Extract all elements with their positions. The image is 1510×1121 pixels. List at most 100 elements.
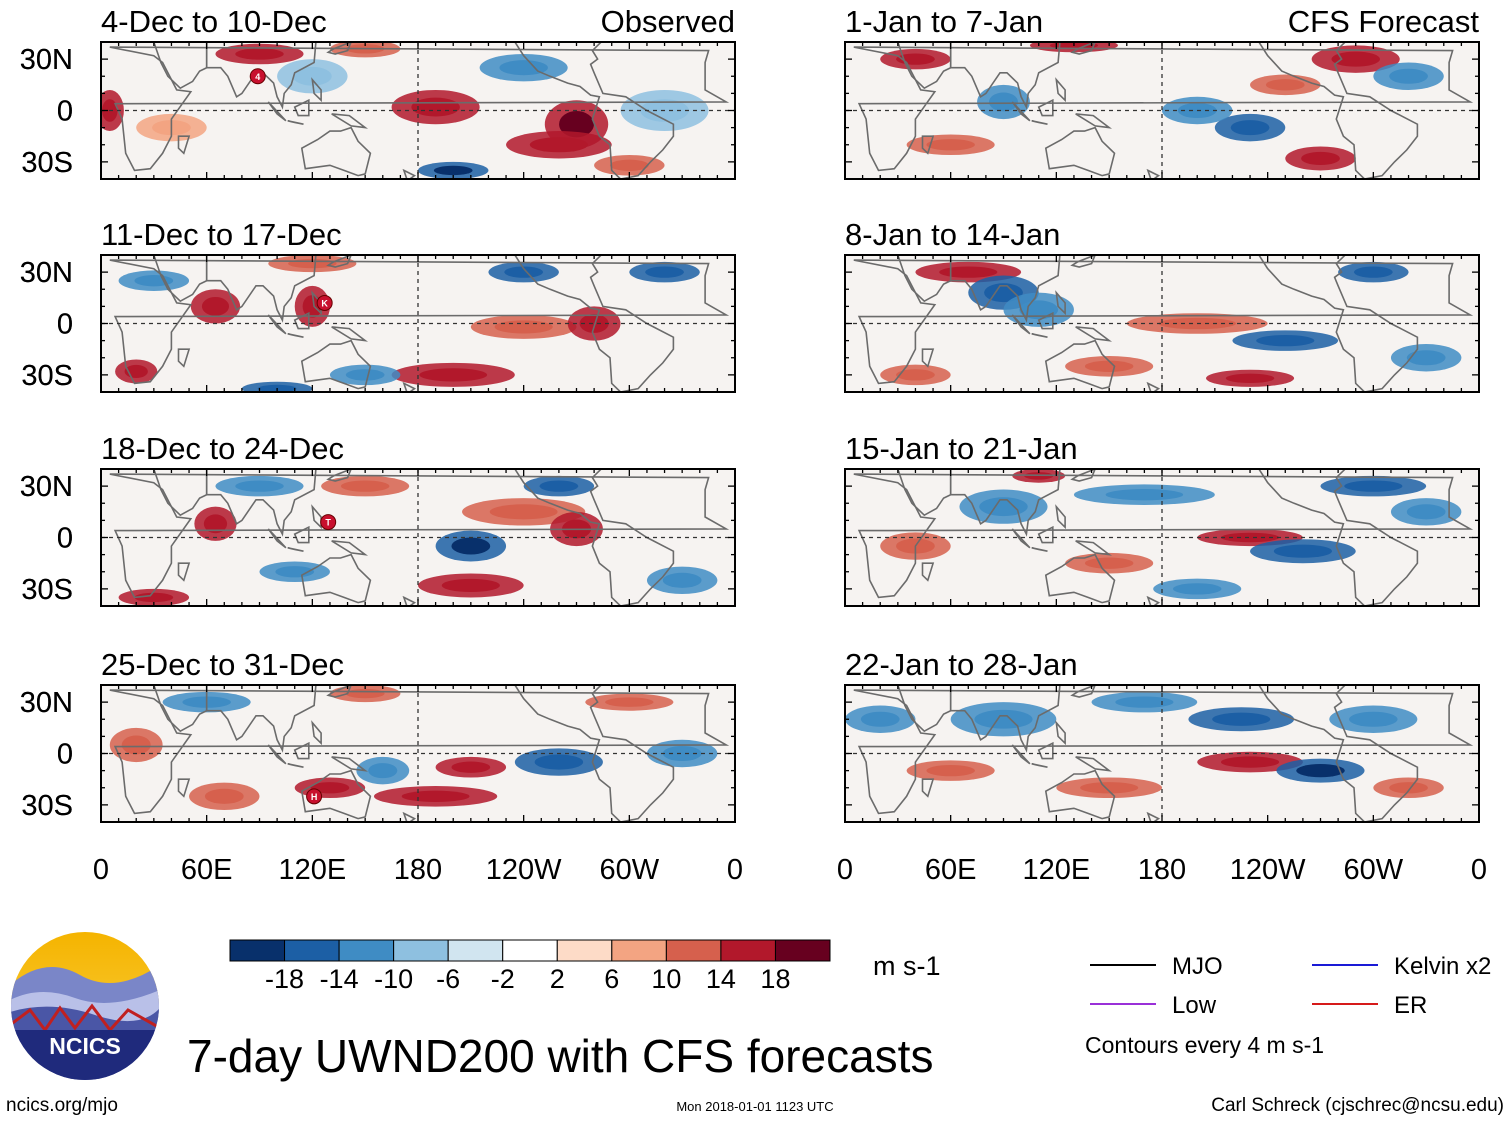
colorbar-swatch — [502, 939, 558, 962]
coastline — [326, 255, 352, 268]
coastline — [1031, 763, 1048, 768]
panel-obs3: T 18-Dec to 24-Dec 30N 0 30S — [20, 431, 736, 607]
coastline — [921, 562, 935, 582]
coastline — [331, 540, 369, 556]
coastline — [1055, 504, 1066, 530]
coastline — [1075, 326, 1113, 342]
coastline — [921, 778, 935, 798]
wind-anomaly-core — [310, 782, 350, 794]
timestamp: Mon 2018-01-01 1123 UTC — [676, 1099, 833, 1114]
wind-anomaly-core — [489, 504, 558, 520]
wind-anomaly-core — [1225, 373, 1275, 384]
panel-fc1: 1-Jan to 7-Jan CFS Forecast 30N 0 30S — [20, 4, 1480, 180]
coastline — [177, 562, 191, 582]
wind-anomaly-core — [1301, 151, 1340, 166]
x-tick-label: 120W — [486, 854, 562, 886]
wind-anomaly-core — [401, 790, 470, 802]
legend: MJO Kelvin x2 Low ER — [1090, 953, 1491, 1019]
legend-label: Low — [1172, 992, 1217, 1019]
wind-anomaly-core — [860, 711, 900, 727]
legend-label: MJO — [1172, 953, 1223, 980]
wind-anomaly-core — [203, 514, 228, 534]
wind-anomaly-core — [1080, 782, 1139, 794]
x-tick-label: 60W — [1344, 854, 1404, 886]
panel-period-title: 8-Jan to 14-Jan — [845, 217, 1060, 252]
tropical-cyclone-label: H — [311, 792, 318, 802]
colorbar-tick-label: -14 — [320, 964, 359, 994]
y-tick-label: 30S — [21, 360, 73, 392]
coastline — [1075, 540, 1113, 556]
logo-text: NCICS — [49, 1033, 121, 1059]
x-tick-label: 60E — [181, 854, 233, 886]
wind-anomaly-core — [1105, 489, 1184, 501]
y-tick-label: 30S — [21, 790, 73, 822]
colorbar-tick-label: 18 — [760, 964, 790, 994]
panel-obs1: 4 4-Dec to 10-Dec Observed 30N 0 30S — [20, 4, 736, 180]
coastline — [300, 126, 372, 177]
wind-anomaly-core — [1296, 764, 1345, 778]
wind-anomaly-core — [926, 139, 975, 151]
wind-anomaly-core — [939, 266, 998, 278]
wind-anomaly-core — [235, 480, 284, 492]
coastline — [293, 741, 310, 760]
panel-period-title: 4-Dec to 10-Dec — [101, 4, 327, 39]
coastline — [1011, 314, 1031, 335]
coastline — [293, 98, 310, 117]
coastline — [300, 553, 372, 604]
y-tick-label: 30S — [21, 147, 73, 179]
coastline — [1031, 333, 1048, 338]
x-tick-label: 180 — [1138, 854, 1186, 886]
wind-anomaly-core — [134, 592, 174, 603]
coastline — [326, 42, 352, 55]
colorbar-swatch — [229, 939, 286, 962]
colorbar-swatch — [393, 939, 449, 962]
colorbar-tick-label: 10 — [651, 964, 681, 994]
coastline — [293, 525, 310, 544]
coastline — [1044, 769, 1116, 820]
source-url: ncics.org/mjo — [6, 1095, 118, 1116]
panel-period-title: 1-Jan to 7-Jan — [845, 4, 1043, 39]
coastline — [513, 42, 675, 179]
coastline — [949, 685, 1061, 753]
wind-anomaly-core — [896, 369, 935, 381]
coastline — [1044, 553, 1116, 604]
coastline — [311, 77, 322, 103]
colorbar-swatch — [611, 939, 667, 962]
y-tick-label: 30S — [21, 574, 73, 606]
coastline — [513, 469, 675, 606]
coastline — [311, 504, 322, 530]
tropical-cyclone-label: T — [325, 518, 331, 528]
coastline — [331, 756, 369, 772]
wind-anomaly-core — [645, 266, 684, 278]
y-tick-label: 0 — [57, 739, 73, 771]
wind-anomaly-core — [121, 735, 151, 755]
x-tick-label: 60E — [925, 854, 977, 886]
wind-anomaly-core — [411, 97, 460, 117]
colorbar-tick-label: 2 — [550, 964, 565, 994]
x-tick-label: 120E — [1022, 854, 1090, 886]
coastline — [1037, 98, 1054, 117]
x-tick-label: 0 — [1471, 854, 1487, 886]
colorbar-swatch — [720, 939, 776, 962]
coastline — [1257, 685, 1419, 822]
wind-anomaly-core — [559, 111, 594, 138]
coastline — [949, 255, 1061, 323]
wind-anomaly-core — [926, 764, 975, 777]
tropical-cyclone-marker — [249, 68, 266, 85]
coastline — [1055, 77, 1066, 103]
wind-anomaly-core — [1349, 711, 1398, 727]
coastline — [513, 255, 675, 392]
colorbar-tick-label: -10 — [374, 964, 413, 994]
coastline — [1037, 525, 1054, 544]
panel-obs2: K 11-Dec to 17-Dec 30N 0 30S — [20, 217, 736, 393]
y-tick-label: 0 — [57, 96, 73, 128]
wind-anomaly-core — [1115, 696, 1174, 708]
coastline — [1070, 469, 1096, 482]
y-tick-label: 30N — [20, 44, 73, 76]
wind-anomaly-core — [1353, 266, 1393, 278]
x-tick-label: 0 — [837, 854, 853, 886]
wind-anomaly-core — [1084, 557, 1134, 569]
tropical-cyclone-label: 4 — [255, 72, 260, 82]
wind-anomaly-core — [984, 283, 1023, 303]
